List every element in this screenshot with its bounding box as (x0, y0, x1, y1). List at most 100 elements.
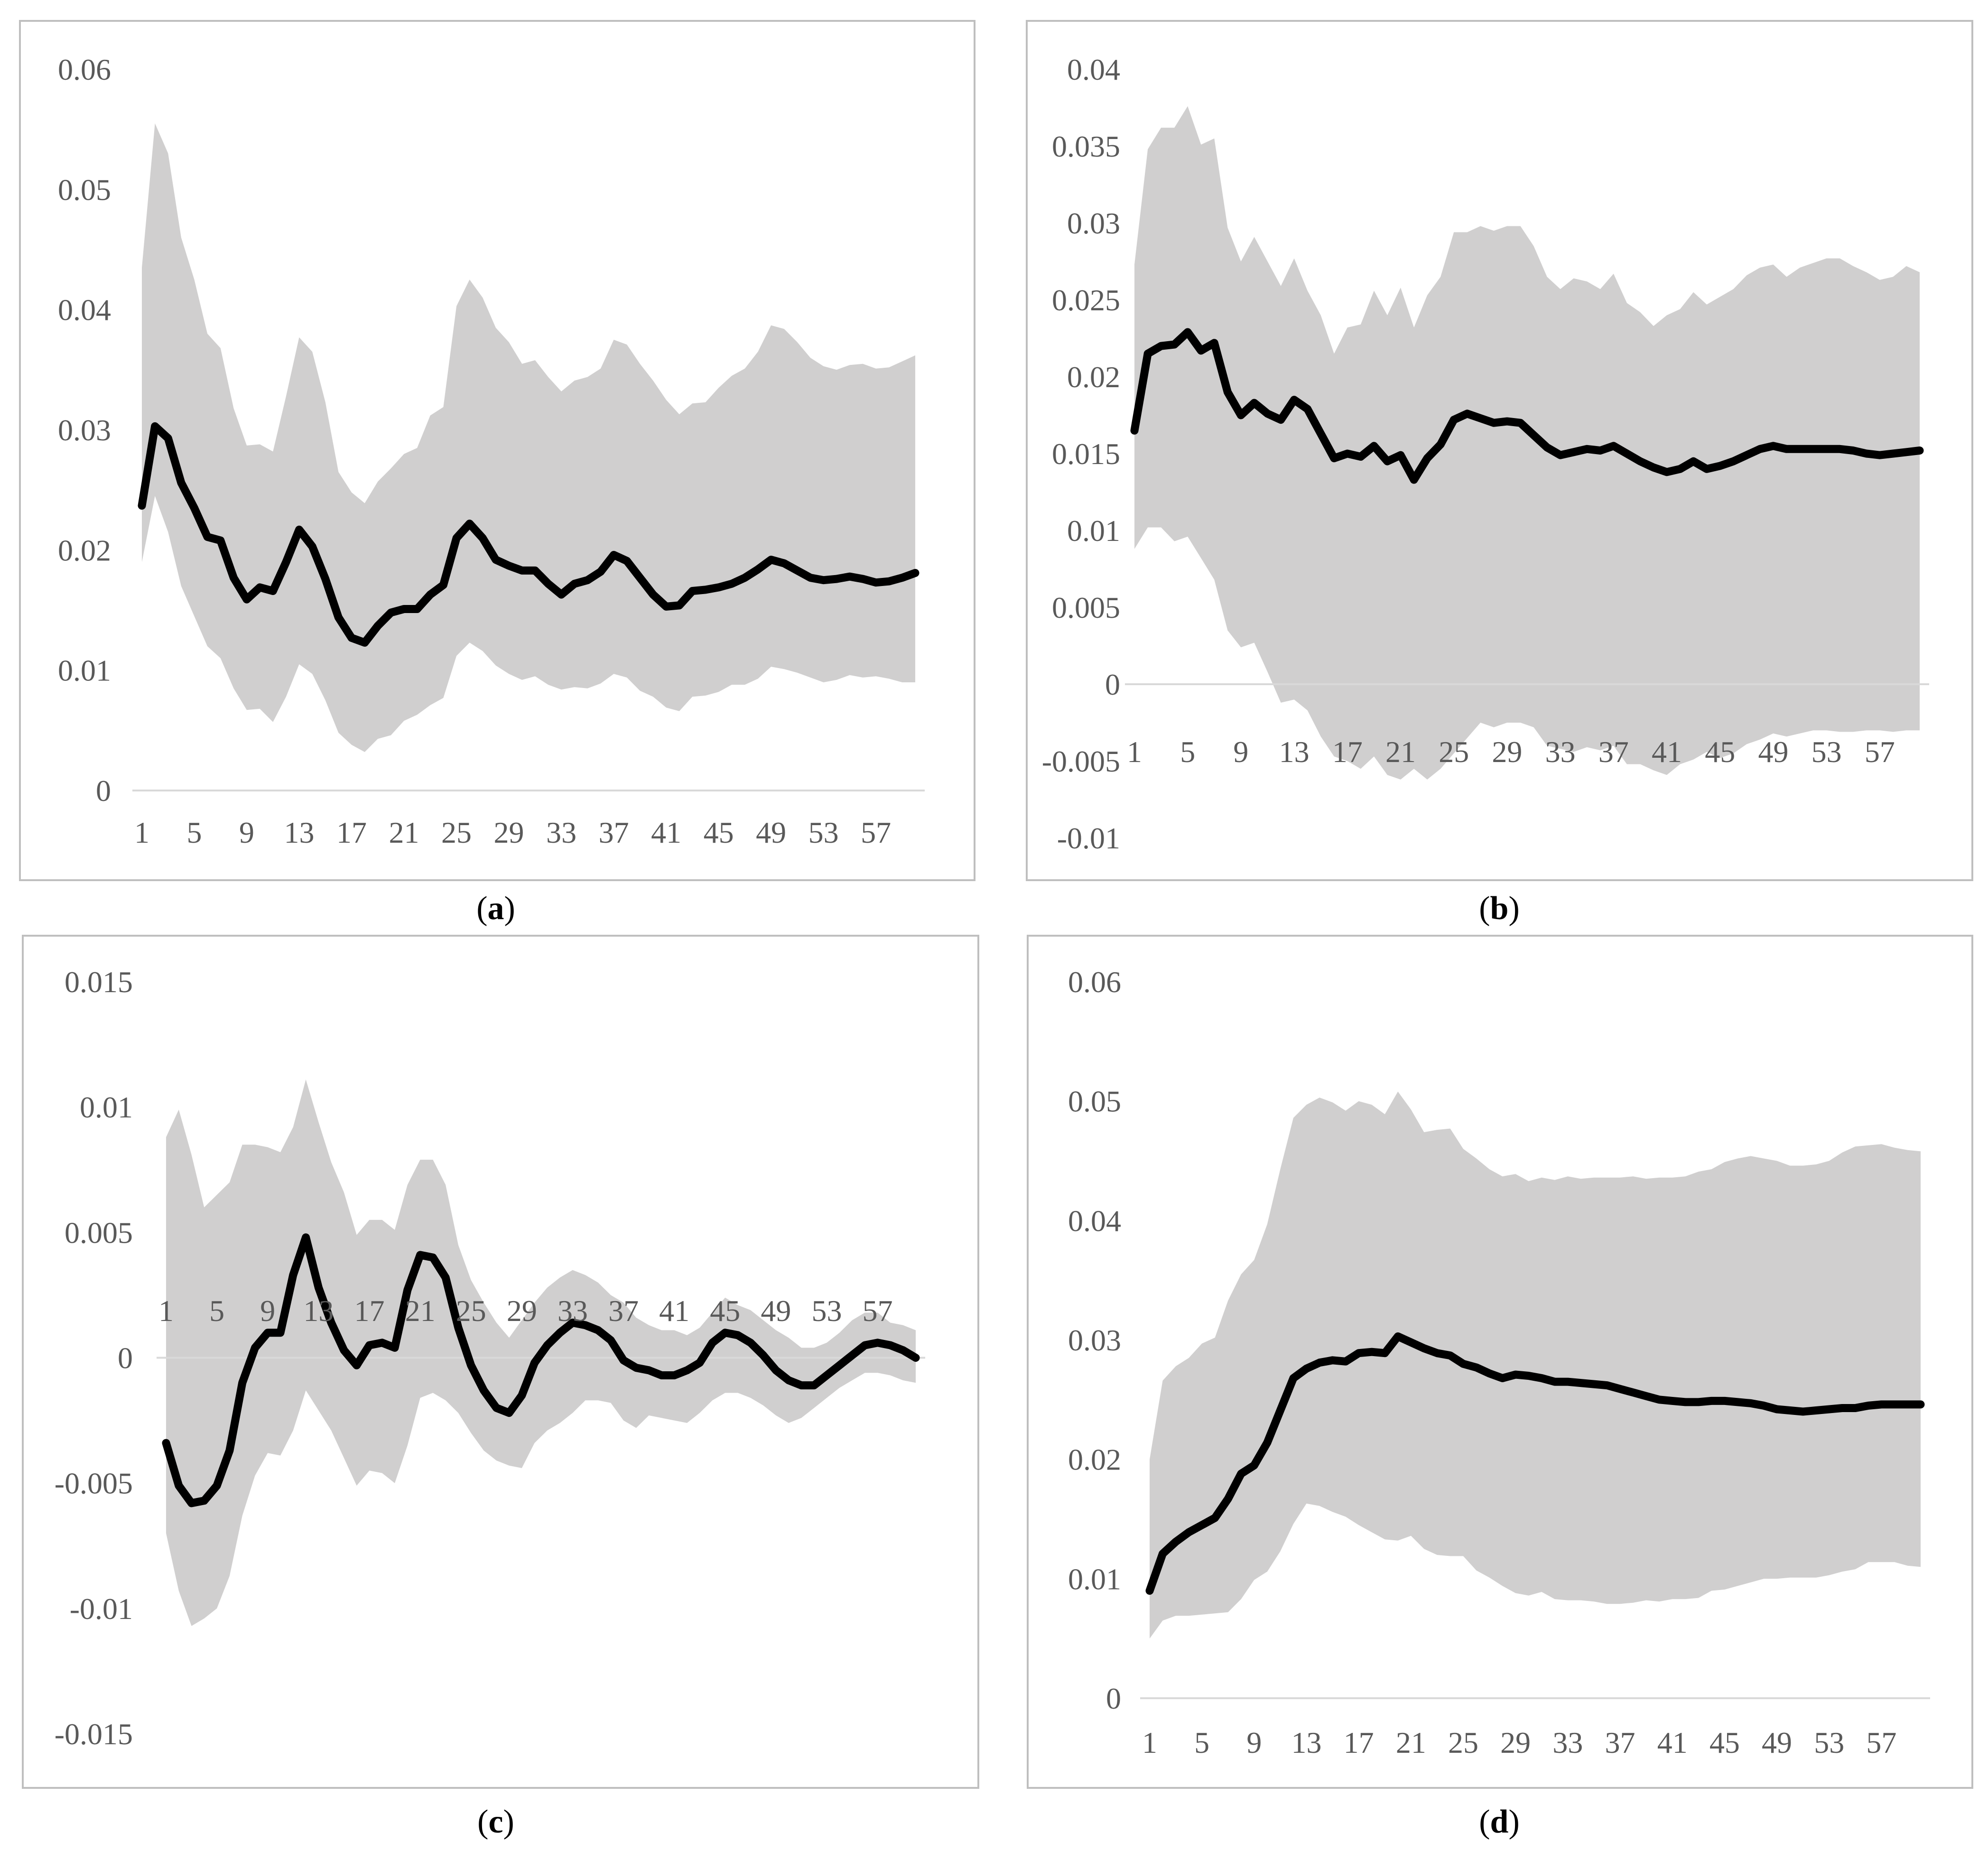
x-tick-label-a-7: 29 (494, 816, 524, 849)
y-tick-label-d-6: 0.06 (1068, 965, 1121, 999)
y-tick-label-a-5: 0.05 (58, 173, 111, 206)
x-tick-label-b-1: 5 (1180, 735, 1195, 769)
y-tick-label-b-5: 0.015 (1052, 437, 1120, 471)
y-tick-label-d-5: 0.05 (1068, 1085, 1121, 1118)
chart-d: 0 0.01 0.02 0.03 0.04 0.05 0.06 1 5 9 13 17 21 25 29 33… (1068, 965, 1930, 1759)
y-tick-label-b-8: 0.03 (1067, 206, 1120, 240)
chart-b: -0.01 -0.005 0 0.005 0.01 0.015 0.02 0.025 0.03 0… (1042, 53, 1929, 855)
x-tick-label-a-4: 17 (336, 816, 367, 849)
x-tick-label-b-14: 57 (1865, 735, 1895, 769)
x-tick-label-d-0: 1 (1142, 1726, 1157, 1759)
x-tick-label-c-9: 37 (608, 1294, 639, 1328)
x-tick-label-c-7: 29 (507, 1294, 537, 1328)
x-tick-label-a-3: 13 (284, 816, 315, 849)
x-tick-label-c-13: 53 (812, 1294, 842, 1328)
y-tick-label-a-6: 0.06 (58, 53, 111, 86)
x-tick-label-b-13: 53 (1811, 735, 1842, 769)
x-tick-label-d-7: 29 (1500, 1726, 1531, 1759)
panel-d: 0 0.01 0.02 0.03 0.04 0.05 0.06 1 5 9 13 17 21 25 29 33… (1027, 935, 1973, 1789)
x-tick-label-b-7: 29 (1492, 735, 1522, 769)
y-tick-label-d-1: 0.01 (1068, 1562, 1121, 1596)
y-tick-label-b-1: -0.005 (1042, 744, 1120, 778)
y-tick-label-d-0: 0 (1106, 1682, 1121, 1715)
y-tick-label-b-2: 0 (1105, 668, 1120, 701)
x-tick-label-b-8: 33 (1545, 735, 1576, 769)
x-tick-label-d-12: 49 (1762, 1726, 1792, 1759)
x-tick-label-d-1: 5 (1194, 1726, 1209, 1759)
confidence-band-a (142, 123, 915, 752)
x-tick-label-d-2: 9 (1246, 1726, 1262, 1759)
y-tick-label-a-0: 0 (96, 774, 111, 808)
estimate-line-b (1130, 328, 1924, 484)
caption-a-letter: a (487, 890, 504, 927)
y-tick-label-b-10: 0.04 (1067, 53, 1120, 86)
y-tick-label-a-3: 0.03 (58, 413, 111, 447)
caption-b: (b) (1479, 890, 1520, 927)
panel-c: -0.015 -0.01 -0.005 0 0.005 0.01 0.015 1 5 9 13 17 2… (22, 935, 979, 1789)
x-tick-label-d-4: 17 (1344, 1726, 1374, 1759)
estimate-line-c (162, 1233, 920, 1507)
x-tick-label-b-3: 13 (1279, 735, 1310, 769)
y-tick-label-c-2: -0.005 (55, 1467, 133, 1500)
x-tick-label-d-14: 57 (1866, 1726, 1896, 1759)
panel-a: 0 0.01 0.02 0.03 0.04 0.05 0.06 1 5 9 13 17 21 25 29 33… (19, 20, 975, 881)
x-tick-label-c-11: 45 (710, 1294, 740, 1328)
caption-d: (d) (1479, 1804, 1520, 1840)
confidence-band-b (1134, 106, 1920, 780)
confidence-band-d (1150, 1091, 1921, 1639)
x-tick-label-a-9: 37 (599, 816, 629, 849)
y-tick-label-c-3: 0 (118, 1341, 133, 1375)
x-tick-label-a-14: 57 (861, 816, 891, 849)
y-tick-label-c-6: 0.015 (65, 965, 133, 999)
panel-b: -0.01 -0.005 0 0.005 0.01 0.015 0.02 0.025 0.03 0… (1026, 20, 1973, 881)
y-tick-label-b-4: 0.01 (1067, 514, 1120, 548)
caption-c: (c) (477, 1804, 514, 1840)
x-tick-label-c-1: 5 (209, 1294, 224, 1328)
x-tick-label-d-6: 25 (1448, 1726, 1478, 1759)
y-tick-label-b-6: 0.02 (1067, 360, 1120, 394)
x-tick-label-a-10: 41 (651, 816, 681, 849)
caption-a: (a) (476, 890, 515, 927)
y-tick-label-d-3: 0.03 (1068, 1323, 1121, 1357)
x-tick-label-a-8: 33 (546, 816, 576, 849)
x-tick-label-c-4: 17 (354, 1294, 384, 1328)
x-tick-label-d-8: 33 (1552, 1726, 1583, 1759)
x-tick-label-a-1: 5 (187, 816, 202, 849)
x-tick-label-b-9: 37 (1598, 735, 1629, 769)
x-tick-label-a-12: 49 (756, 816, 786, 849)
y-tick-label-b-0: -0.01 (1057, 821, 1120, 855)
y-tick-label-a-2: 0.02 (58, 533, 111, 567)
x-tick-label-b-6: 25 (1439, 735, 1469, 769)
x-tick-label-a-6: 25 (441, 816, 472, 849)
x-tick-label-a-11: 45 (704, 816, 734, 849)
estimate-line-d (1145, 1332, 1925, 1595)
x-tick-label-b-12: 49 (1758, 735, 1788, 769)
caption-b-letter: b (1490, 890, 1509, 927)
y-tick-label-c-5: 0.01 (80, 1090, 133, 1124)
x-tick-label-c-12: 49 (761, 1294, 791, 1328)
x-tick-label-c-3: 13 (303, 1294, 334, 1328)
x-tick-label-b-11: 45 (1705, 735, 1735, 769)
caption-d-letter: d (1490, 1804, 1509, 1840)
x-tick-label-c-0: 1 (158, 1294, 174, 1328)
x-tick-label-a-5: 21 (389, 816, 419, 849)
x-tick-label-d-3: 13 (1291, 1726, 1322, 1759)
x-tick-label-a-0: 1 (134, 816, 149, 849)
x-tick-label-d-11: 45 (1709, 1726, 1740, 1759)
chart-a: 0 0.01 0.02 0.03 0.04 0.05 0.06 1 5 9 13 17 21 25 29 33… (58, 53, 925, 849)
x-tick-label-b-4: 17 (1332, 735, 1363, 769)
y-tick-label-a-1: 0.01 (58, 654, 111, 688)
x-tick-label-c-8: 33 (557, 1294, 588, 1328)
y-tick-label-c-4: 0.005 (65, 1216, 133, 1249)
y-tick-label-d-4: 0.04 (1068, 1204, 1121, 1237)
chart-c: -0.015 -0.01 -0.005 0 0.005 0.01 0.015 1 5 9 13 17 2… (55, 965, 925, 1751)
y-tick-label-b-7: 0.025 (1052, 283, 1120, 317)
y-tick-label-b-3: 0.005 (1052, 591, 1120, 624)
y-tick-label-c-1: -0.01 (70, 1592, 133, 1626)
caption-c-letter: c (488, 1804, 503, 1840)
x-tick-label-b-5: 21 (1385, 735, 1416, 769)
x-tick-label-a-13: 53 (808, 816, 839, 849)
y-tick-label-a-4: 0.04 (58, 293, 111, 327)
x-tick-label-d-10: 41 (1657, 1726, 1688, 1759)
x-tick-label-b-0: 1 (1127, 735, 1142, 769)
